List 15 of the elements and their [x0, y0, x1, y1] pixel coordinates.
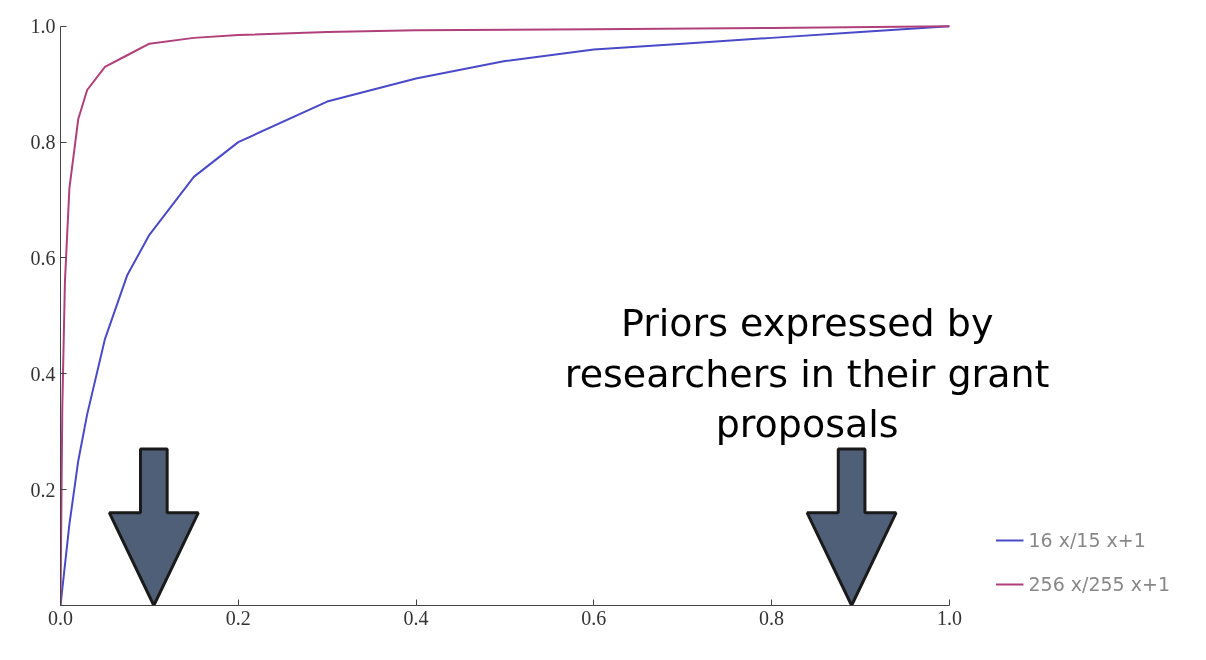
y-tick-label: 0.4 — [30, 362, 56, 385]
y-tick-label: 0.6 — [30, 246, 56, 269]
legend-label: 16 x/15 x+1 — [1028, 529, 1146, 551]
y-tick-label: 0.2 — [30, 478, 56, 501]
x-tick-label: 0.8 — [759, 606, 785, 629]
y-tick-label: 0.8 — [30, 131, 56, 154]
x-tick-label: 0.4 — [403, 606, 429, 629]
annotation: Priors expressed by researchers in their grant proposals — [564, 301, 1050, 447]
legend-label: 256 x/255 x+1 — [1028, 573, 1170, 595]
y-tick-label: 1.0 — [30, 15, 56, 38]
x-tick-label: 0.0 — [48, 606, 73, 629]
x-tick-label: 0.2 — [225, 606, 251, 629]
x-tick-label: 0.6 — [581, 606, 607, 629]
line-series — [60, 25, 951, 606]
x-tick-label: 1.0 — [936, 606, 962, 629]
